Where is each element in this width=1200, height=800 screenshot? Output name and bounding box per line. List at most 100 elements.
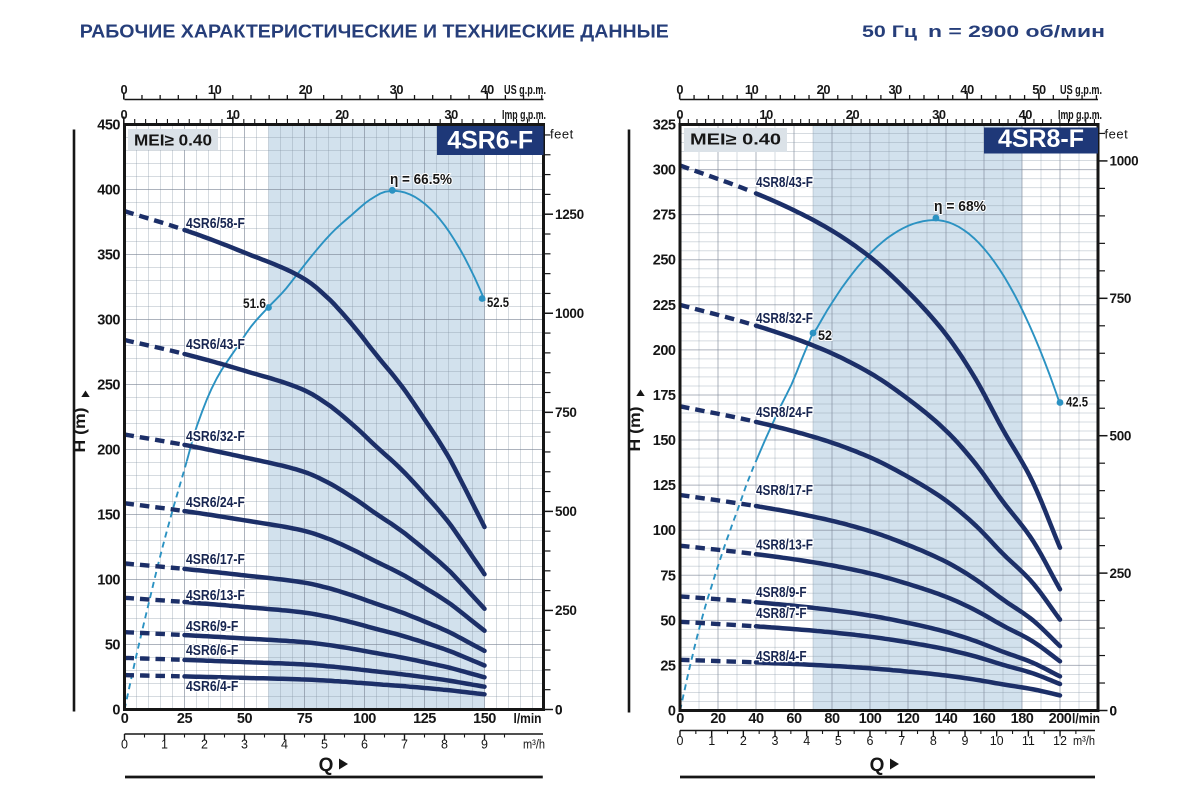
svg-text:50: 50 (105, 638, 121, 654)
svg-text:0: 0 (121, 738, 128, 752)
svg-text:7: 7 (898, 734, 905, 748)
svg-text:Q: Q (870, 755, 885, 776)
svg-text:40: 40 (480, 82, 494, 97)
svg-text:140: 140 (935, 711, 958, 727)
svg-text:20: 20 (817, 82, 831, 97)
svg-text:10: 10 (208, 82, 222, 97)
svg-text:n = 2900 об/мин: n = 2900 об/мин (928, 22, 1105, 41)
svg-text:US g.p.m.: US g.p.m. (1060, 82, 1102, 97)
svg-text:4SR6/13-F: 4SR6/13-F (186, 587, 245, 604)
svg-text:25: 25 (177, 711, 193, 727)
svg-text:40: 40 (748, 711, 764, 727)
svg-text:40: 40 (960, 82, 974, 97)
svg-text:0: 0 (121, 711, 129, 727)
svg-text:10: 10 (990, 734, 1004, 748)
svg-text:120: 120 (897, 711, 920, 727)
svg-text:1: 1 (161, 738, 168, 752)
svg-text:250: 250 (97, 378, 120, 394)
svg-text:100: 100 (653, 523, 676, 539)
svg-text:4SR8/13-F: 4SR8/13-F (756, 537, 813, 554)
svg-text:4SR8/32-F: 4SR8/32-F (756, 310, 813, 327)
svg-text:50: 50 (1032, 82, 1046, 97)
svg-text:50: 50 (660, 613, 676, 629)
svg-text:8: 8 (441, 738, 448, 752)
svg-text:10: 10 (226, 107, 240, 122)
svg-text:4SR6/24-F: 4SR6/24-F (186, 494, 245, 511)
svg-text:4SR8/43-F: 4SR8/43-F (756, 174, 813, 191)
svg-text:30: 30 (888, 82, 902, 97)
svg-text:0: 0 (120, 82, 127, 97)
svg-text:0: 0 (112, 703, 120, 719)
svg-text:160: 160 (973, 711, 996, 727)
svg-text:РАБОЧИЕ ХАРАКТЕРИСТИЧЕСКИЕ И Т: РАБОЧИЕ ХАРАКТЕРИСТИЧЕСКИЕ И ТЕХНИЕСКИЕ … (80, 21, 669, 42)
svg-text:4: 4 (281, 738, 288, 752)
svg-text:50 Гц: 50 Гц (862, 22, 918, 41)
svg-text:20: 20 (299, 82, 313, 97)
svg-text:8: 8 (930, 734, 937, 748)
svg-text:125: 125 (413, 711, 436, 727)
svg-text:4SR8/9-F: 4SR8/9-F (756, 584, 807, 601)
svg-text:125: 125 (653, 478, 676, 494)
svg-text:1250: 1250 (555, 207, 584, 222)
svg-text:US g.p.m.: US g.p.m. (504, 82, 546, 97)
svg-text:12: 12 (1053, 734, 1067, 748)
svg-text:4SR6/32-F: 4SR6/32-F (186, 428, 245, 445)
svg-text:40: 40 (1019, 107, 1033, 122)
svg-text:1000: 1000 (555, 306, 584, 321)
svg-text:4SR6/6-F: 4SR6/6-F (186, 642, 238, 659)
svg-text:H (m): H (m) (627, 407, 644, 452)
svg-text:0: 0 (1110, 703, 1118, 718)
svg-text:0: 0 (1110, 703, 1117, 718)
svg-text:20: 20 (710, 711, 726, 727)
svg-text:4SR6/4-F: 4SR6/4-F (186, 678, 238, 695)
svg-text:6: 6 (361, 738, 368, 752)
svg-text:42.5: 42.5 (1066, 395, 1088, 410)
svg-text:4SR8/24-F: 4SR8/24-F (756, 404, 813, 421)
svg-text:4SR8/7-F: 4SR8/7-F (756, 605, 807, 622)
svg-text:180: 180 (1011, 711, 1034, 727)
svg-text:5: 5 (321, 738, 328, 752)
svg-text:4: 4 (803, 734, 810, 748)
svg-text:feet: feet (1105, 127, 1129, 142)
svg-text:25: 25 (660, 658, 676, 674)
svg-text:4SR6-F: 4SR6-F (447, 127, 533, 155)
svg-text:2: 2 (740, 734, 747, 748)
svg-text:10: 10 (745, 82, 759, 97)
svg-text:3: 3 (241, 738, 248, 752)
svg-text:0: 0 (668, 704, 676, 720)
svg-text:300: 300 (653, 163, 676, 179)
svg-text:4SR6/43-F: 4SR6/43-F (186, 336, 245, 353)
svg-text:52.5: 52.5 (487, 295, 509, 310)
svg-text:150: 150 (473, 711, 496, 727)
svg-text:0: 0 (555, 702, 563, 717)
svg-text:11: 11 (1022, 734, 1035, 748)
svg-text:m³/h: m³/h (523, 738, 545, 752)
svg-text:500: 500 (555, 504, 577, 519)
svg-text:η = 68%: η = 68% (934, 199, 986, 215)
svg-text:75: 75 (297, 711, 313, 727)
svg-text:4SR6/17-F: 4SR6/17-F (186, 551, 245, 568)
svg-text:50: 50 (237, 711, 253, 727)
svg-text:150: 150 (653, 433, 676, 449)
svg-text:275: 275 (653, 208, 676, 224)
svg-text:30: 30 (444, 107, 458, 122)
svg-text:0: 0 (555, 702, 562, 717)
svg-text:80: 80 (824, 711, 840, 727)
svg-text:4SR8/17-F: 4SR8/17-F (756, 482, 813, 499)
svg-text:750: 750 (555, 405, 577, 420)
svg-text:10: 10 (759, 107, 773, 122)
svg-text:1: 1 (708, 734, 715, 748)
svg-text:0: 0 (676, 107, 683, 122)
svg-text:60: 60 (786, 711, 802, 727)
svg-text:4SR8/4-F: 4SR8/4-F (756, 648, 807, 665)
svg-text:MEI≥ 0.40: MEI≥ 0.40 (134, 133, 212, 150)
svg-text:MEI≥ 0.40: MEI≥ 0.40 (690, 132, 781, 149)
svg-text:175: 175 (653, 388, 676, 404)
svg-text:250: 250 (1110, 566, 1132, 581)
svg-text:4SR6/58-F: 4SR6/58-F (186, 215, 245, 232)
svg-text:9: 9 (481, 738, 488, 752)
svg-text:150: 150 (97, 508, 120, 524)
svg-text:51.6: 51.6 (243, 296, 266, 311)
svg-text:2: 2 (201, 738, 208, 752)
svg-text:75: 75 (660, 568, 676, 584)
